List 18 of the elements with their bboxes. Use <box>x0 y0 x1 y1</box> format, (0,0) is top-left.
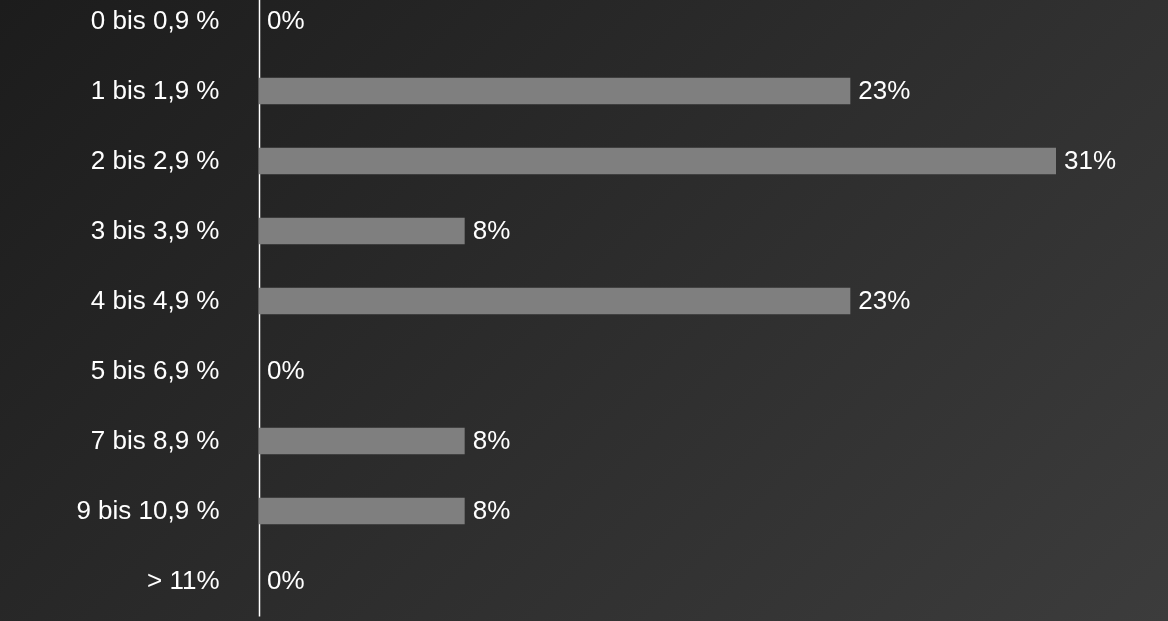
y-tick-label: 0 bis 0,9 % <box>90 5 220 35</box>
y-tick-label: 5 bis 6,9 % <box>90 355 220 385</box>
y-tick-label: > 11% <box>146 565 220 595</box>
y-tick-label: 9 bis 10,9 % <box>76 495 220 525</box>
data-label: 8% <box>472 425 511 455</box>
y-tick-label: 1 bis 1,9 % <box>90 75 220 105</box>
data-label: 8% <box>472 495 511 525</box>
data-label: 0% <box>267 5 305 35</box>
y-tick-label: 3 bis 3,9 % <box>90 215 220 245</box>
data-label: 23% <box>858 75 911 105</box>
y-tick-label: 2 bis 2,9 % <box>90 145 220 175</box>
y-tick-label: 7 bis 8,9 % <box>90 425 220 455</box>
data-label: 23% <box>858 285 911 315</box>
data-label: 8% <box>472 215 511 245</box>
data-label: 31% <box>1064 145 1117 175</box>
y-tick-label: 4 bis 4,9 % <box>90 285 220 315</box>
data-label: 0% <box>267 355 305 385</box>
data-label: 0% <box>267 565 305 595</box>
